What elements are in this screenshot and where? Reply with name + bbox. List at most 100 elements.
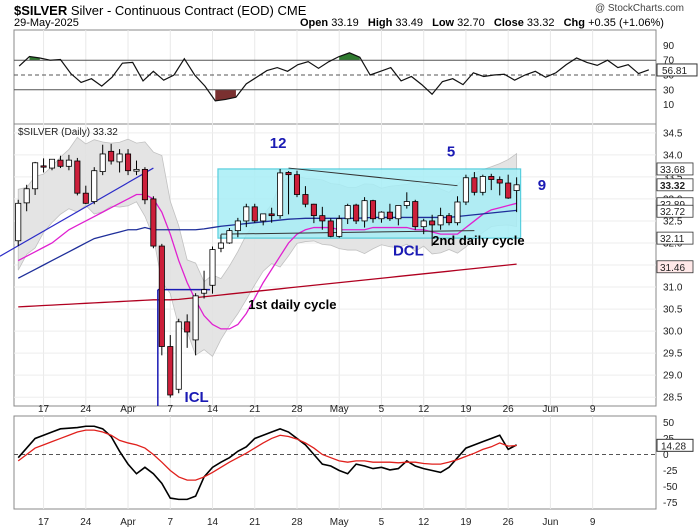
rsi-last-value-label: 56.81 bbox=[662, 66, 687, 77]
x-tick-label: 12 bbox=[418, 517, 430, 528]
rsi-panel-frame bbox=[13, 29, 657, 125]
candle-up bbox=[454, 201, 461, 224]
rising-trend-line bbox=[0, 167, 154, 257]
candle-up bbox=[378, 211, 385, 220]
open-label: Open bbox=[300, 17, 329, 29]
candle-down bbox=[310, 203, 317, 217]
candle-up bbox=[260, 213, 267, 222]
x-tick-label: 14 bbox=[207, 517, 219, 528]
candle-down bbox=[268, 213, 275, 217]
price-tick-label: 32.5 bbox=[663, 216, 683, 227]
icl-label: ICL bbox=[185, 389, 209, 406]
candle-down bbox=[496, 179, 503, 184]
candle-down bbox=[488, 176, 495, 180]
x-tick-label: 9 bbox=[590, 517, 596, 528]
osc-tick-label: -75 bbox=[663, 498, 678, 509]
x-tick-label: 28 bbox=[291, 404, 303, 415]
candle-up bbox=[99, 153, 106, 172]
candle-up bbox=[234, 220, 241, 232]
candle-up bbox=[420, 220, 427, 228]
candle-down bbox=[327, 220, 334, 237]
candle-up bbox=[201, 289, 208, 294]
candle-down bbox=[369, 200, 377, 220]
price-tick-label: 30.5 bbox=[663, 305, 683, 316]
first-daily-cycle-label: 1st daily cycle bbox=[248, 297, 336, 312]
rsi-oversold-fill bbox=[215, 89, 433, 101]
price-tick-label: 33.5 bbox=[663, 172, 683, 183]
osc-black-line bbox=[17, 425, 517, 501]
candle-up bbox=[192, 295, 199, 341]
copyright: @ StockCharts.com bbox=[594, 3, 684, 14]
candle-down bbox=[319, 215, 326, 222]
candle-down bbox=[108, 150, 115, 162]
x-tick-label: 9 bbox=[590, 404, 596, 415]
falling-resistance-line bbox=[288, 167, 458, 187]
chart-header: $SILVER Silver - Continuous Contract (EO… bbox=[0, 0, 700, 30]
osc-tick-label: 0 bbox=[663, 450, 669, 461]
x-tick-label: 28 bbox=[291, 517, 303, 528]
price-value-tag bbox=[656, 204, 694, 218]
osc-tick-label: -25 bbox=[663, 466, 678, 477]
osc-panel-frame bbox=[13, 415, 657, 510]
candle-up bbox=[344, 205, 351, 220]
candle-down bbox=[302, 194, 309, 205]
price-value-tag bbox=[656, 231, 694, 245]
price-tick-label: 28.5 bbox=[663, 393, 683, 404]
price-value-tag-label: 33.32 bbox=[660, 181, 685, 192]
exchange: CME bbox=[277, 3, 307, 18]
low-value: 32.70 bbox=[457, 17, 485, 29]
candle-up bbox=[175, 321, 182, 390]
high-label: High bbox=[367, 17, 393, 29]
symbol: $SILVER bbox=[14, 3, 68, 18]
candle-up bbox=[15, 202, 22, 242]
candle-up bbox=[32, 162, 39, 190]
candle-down bbox=[412, 201, 419, 228]
candle-down bbox=[251, 206, 258, 222]
candle-up bbox=[65, 159, 72, 167]
candle-down bbox=[446, 215, 453, 224]
price-tick-label: 34.5 bbox=[663, 128, 683, 139]
candle-down bbox=[40, 165, 47, 168]
x-tick-label: 21 bbox=[249, 517, 261, 528]
x-tick-label: Jun bbox=[542, 517, 558, 528]
candle-down bbox=[353, 204, 360, 222]
x-tick-label: 7 bbox=[167, 517, 173, 528]
candle-down bbox=[158, 245, 165, 347]
x-tick-label: 19 bbox=[460, 404, 472, 415]
price-value-tag bbox=[656, 178, 694, 192]
candle-up bbox=[217, 242, 224, 249]
candle-up bbox=[277, 172, 284, 217]
candle-down bbox=[505, 182, 512, 199]
ohlc-summary: Open 33.19 High 33.49 Low 32.70 Close 33… bbox=[300, 17, 664, 29]
price-value-tag-label: 32.72 bbox=[660, 207, 685, 218]
x-tick-label: May bbox=[330, 517, 349, 528]
candle-up bbox=[336, 218, 343, 237]
candle-down bbox=[429, 220, 436, 226]
dcl-label: DCL bbox=[393, 242, 424, 259]
osc-tick-label: 50 bbox=[663, 418, 675, 429]
close-label: Close bbox=[493, 17, 524, 29]
close-value: 33.32 bbox=[526, 17, 555, 29]
x-tick-label: 5 bbox=[379, 517, 385, 528]
price-panel-title: $SILVER (Daily) 33.32 bbox=[18, 127, 118, 138]
cycle-count-label: 5 bbox=[447, 144, 455, 161]
candle-down bbox=[74, 160, 81, 194]
candle-up bbox=[479, 176, 486, 193]
candle-down bbox=[285, 172, 292, 176]
price-tick-label: 31.0 bbox=[663, 283, 683, 294]
candle-up bbox=[91, 170, 98, 202]
candle-up bbox=[48, 158, 56, 169]
ma-mid-line bbox=[17, 209, 517, 279]
x-tick-label: 14 bbox=[207, 404, 219, 415]
x-tick-label: May bbox=[330, 404, 349, 415]
price-tick-label: 30.0 bbox=[663, 327, 683, 338]
candle-down bbox=[386, 211, 393, 220]
rsi-tick-label: 10 bbox=[663, 100, 675, 111]
x-tick-label: 26 bbox=[503, 404, 515, 415]
chart-title: $SILVER Silver - Continuous Contract (EO… bbox=[14, 3, 306, 18]
candle-up bbox=[23, 188, 30, 204]
rsi-tick-label: 90 bbox=[663, 41, 675, 52]
chg-value: +0.35 (+1.06%) bbox=[588, 17, 664, 29]
rsi-tick-label: 30 bbox=[663, 85, 675, 96]
osc-tick-label: -50 bbox=[663, 482, 678, 493]
